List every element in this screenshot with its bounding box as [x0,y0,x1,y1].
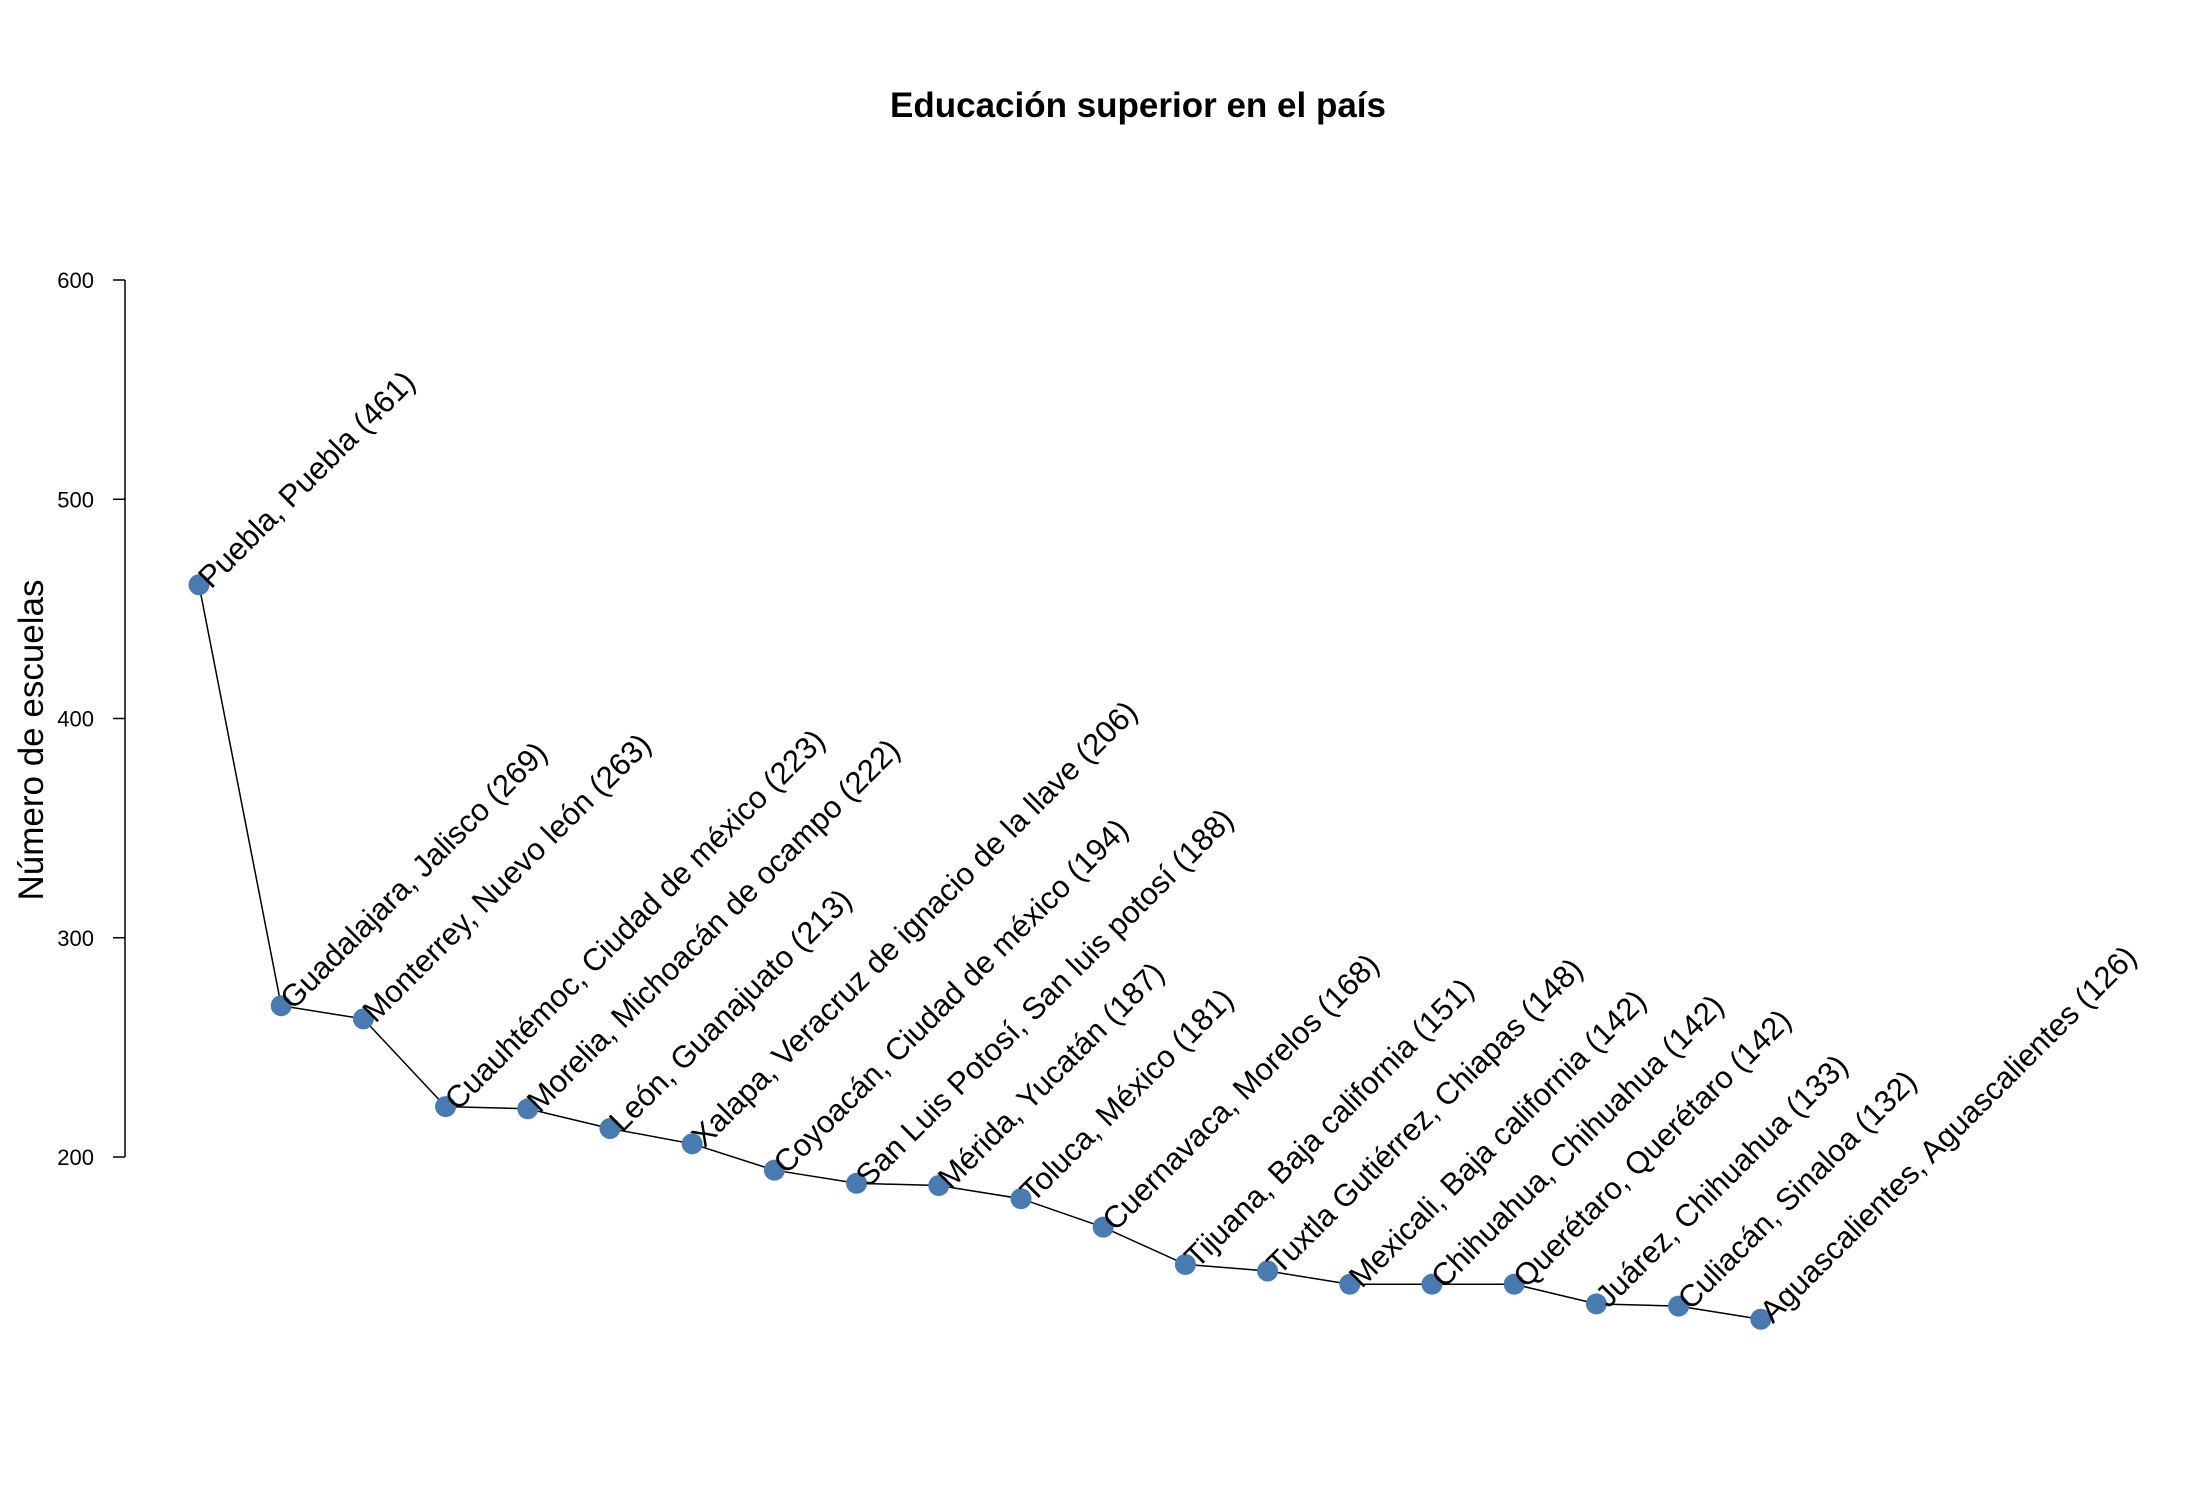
data-point [1668,1295,1690,1317]
data-point [1339,1273,1361,1295]
data-point [1010,1188,1032,1210]
data-point [1092,1216,1114,1238]
data-point [763,1159,785,1181]
y-tick-label: 600 [57,268,94,293]
data-point [1503,1273,1525,1295]
y-tick-label: 400 [57,707,94,732]
points [188,574,1772,1330]
y-axis-label: Número de escuelas [12,580,51,901]
data-point [1421,1273,1443,1295]
data-point [435,1096,457,1118]
y-tick-label: 500 [57,487,94,512]
chart-title: Educación superior en el país [890,86,1386,125]
data-point [846,1172,868,1194]
data-point [1585,1293,1607,1315]
data-point [681,1133,703,1155]
data-point [928,1175,950,1197]
data-point [1257,1260,1279,1282]
data-point [517,1098,539,1120]
y-tick-label: 300 [57,926,94,951]
data-point [352,1008,374,1030]
data-label: Puebla, Puebla (461) [191,364,422,595]
point-labels: Puebla, Puebla (461)Guadalajara, Jalisco… [191,364,2143,1329]
y-axis: 200 300 400 500 600 [57,268,126,1170]
data-point [1750,1308,1772,1330]
data-label: Aguascalientes, Aguascalientes (126) [1753,939,2143,1329]
data-point [599,1117,621,1139]
data-point [270,995,292,1017]
series [198,584,1761,1320]
series-line [198,584,1761,1320]
data-label: Xalapa, Veracruz de ignacio de la llave … [684,694,1144,1154]
y-tick-label: 200 [57,1145,94,1170]
data-point [188,574,210,596]
data-point [1174,1253,1196,1275]
